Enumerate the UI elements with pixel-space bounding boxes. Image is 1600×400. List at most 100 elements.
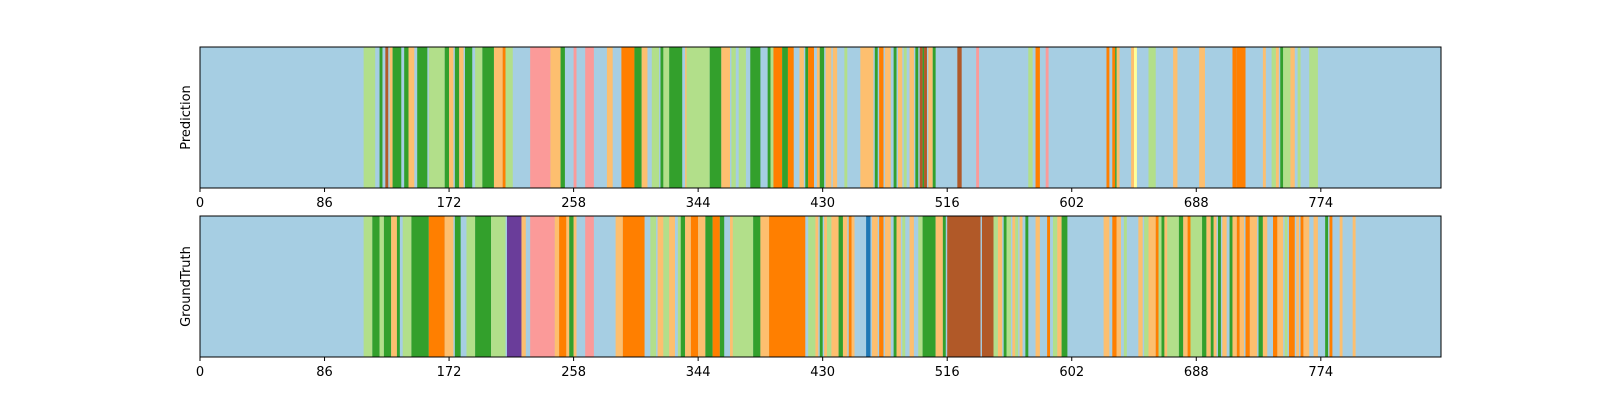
segment-bar — [815, 216, 819, 357]
segment-bar — [760, 216, 770, 357]
x-tick-label: 172 — [437, 365, 462, 380]
segment-bar — [871, 216, 878, 357]
segment-bar — [1025, 216, 1029, 357]
segment-bar — [1300, 216, 1304, 357]
segment-bar — [874, 47, 878, 188]
segment-bar — [372, 216, 380, 357]
segment-bar — [363, 47, 376, 188]
segment-bar — [690, 216, 699, 357]
segment-bar — [1249, 216, 1258, 357]
x-tick-label: 430 — [810, 196, 835, 211]
segment-bar — [1229, 216, 1233, 357]
y-axis-label: GroundTruth — [179, 246, 194, 327]
segment-bar — [1028, 47, 1033, 188]
segment-bar — [750, 47, 761, 188]
segment-bar — [530, 216, 555, 357]
segment-bar — [709, 47, 722, 188]
segment-bar — [1155, 216, 1159, 357]
segment-bar — [1052, 216, 1058, 357]
x-tick-label: 774 — [1308, 365, 1333, 380]
segment-bar — [903, 47, 907, 188]
segment-bar — [482, 47, 494, 188]
segment-bar — [824, 216, 828, 357]
segment-bar — [1123, 216, 1127, 357]
segment-bar — [573, 47, 577, 188]
segment-bar — [981, 216, 994, 357]
segment-bar — [1015, 216, 1019, 357]
x-tick-label: 430 — [810, 365, 835, 380]
segment-bar — [897, 47, 903, 188]
segment-bar — [860, 47, 874, 188]
segment-bar — [922, 47, 925, 188]
segment-bar — [957, 47, 962, 188]
segment-bar — [1134, 47, 1137, 188]
x-tick-label: 344 — [686, 196, 711, 211]
x-tick-label: 172 — [437, 196, 462, 211]
segment-bar — [1303, 216, 1310, 357]
segment-bar — [379, 47, 383, 188]
segment-bar — [677, 216, 681, 357]
segment-bar — [1239, 216, 1245, 357]
segment-bar — [1245, 216, 1250, 357]
x-tick-label: 602 — [1059, 365, 1084, 380]
segment-bar — [1280, 47, 1284, 188]
segment-bar — [732, 216, 754, 357]
segment-bar — [1236, 47, 1246, 188]
segment-bar — [805, 47, 809, 188]
segment-bar — [838, 216, 843, 357]
segment-bar — [1309, 47, 1318, 188]
y-axis-label: Prediction — [179, 85, 194, 150]
segment-bar — [1103, 216, 1110, 357]
segment-bar — [1290, 47, 1295, 188]
segment-bar — [1325, 216, 1329, 357]
segment-bar — [566, 216, 570, 357]
segment-bar — [1210, 216, 1214, 357]
segment-bar — [650, 216, 657, 357]
segment-bar — [1232, 47, 1237, 188]
segment-bar — [391, 216, 397, 357]
segment-bar — [782, 47, 788, 188]
segment-bar — [1271, 47, 1276, 188]
x-tick-label: 86 — [316, 196, 333, 211]
segment-bar — [787, 47, 794, 188]
segment-bar — [1112, 47, 1116, 188]
segment-bar — [825, 47, 832, 188]
segment-bar — [641, 47, 648, 188]
segment-bar — [884, 216, 891, 357]
segment-bar — [521, 216, 526, 357]
segment-bar — [799, 47, 804, 188]
segment-bar — [893, 47, 897, 188]
segment-bar — [918, 216, 923, 357]
segment-bar — [1173, 47, 1178, 188]
segment-bar — [505, 47, 513, 188]
segment-bar — [379, 216, 384, 357]
segment-bar — [408, 47, 415, 188]
segment-bar — [1218, 216, 1221, 357]
segment-bar — [1131, 47, 1135, 188]
segment-bar — [842, 216, 848, 357]
segment-bar — [896, 216, 901, 357]
segment-bar — [411, 216, 429, 357]
segment-bar — [753, 216, 761, 357]
segment-bar — [621, 47, 635, 188]
segment-bar — [808, 47, 814, 188]
segment-bar — [922, 216, 936, 357]
segment-bar — [491, 216, 506, 357]
segment-bar — [454, 216, 461, 357]
segment-bar — [669, 216, 675, 357]
segment-bar — [1148, 47, 1156, 188]
segment-bar — [663, 47, 670, 188]
segment-bar — [947, 216, 981, 357]
segment-bar — [1262, 47, 1266, 188]
segment-bar — [585, 216, 594, 357]
segment-bar — [1012, 216, 1016, 357]
x-tick-label: 602 — [1059, 196, 1084, 211]
segment-bar — [879, 47, 884, 188]
segment-bar — [1112, 216, 1117, 357]
segment-bar — [1183, 216, 1188, 357]
x-tick-label: 86 — [316, 365, 333, 380]
segment-bar — [827, 216, 832, 357]
segment-bar — [1178, 216, 1184, 357]
segment-bar — [663, 216, 670, 357]
segment-bar — [909, 47, 914, 188]
